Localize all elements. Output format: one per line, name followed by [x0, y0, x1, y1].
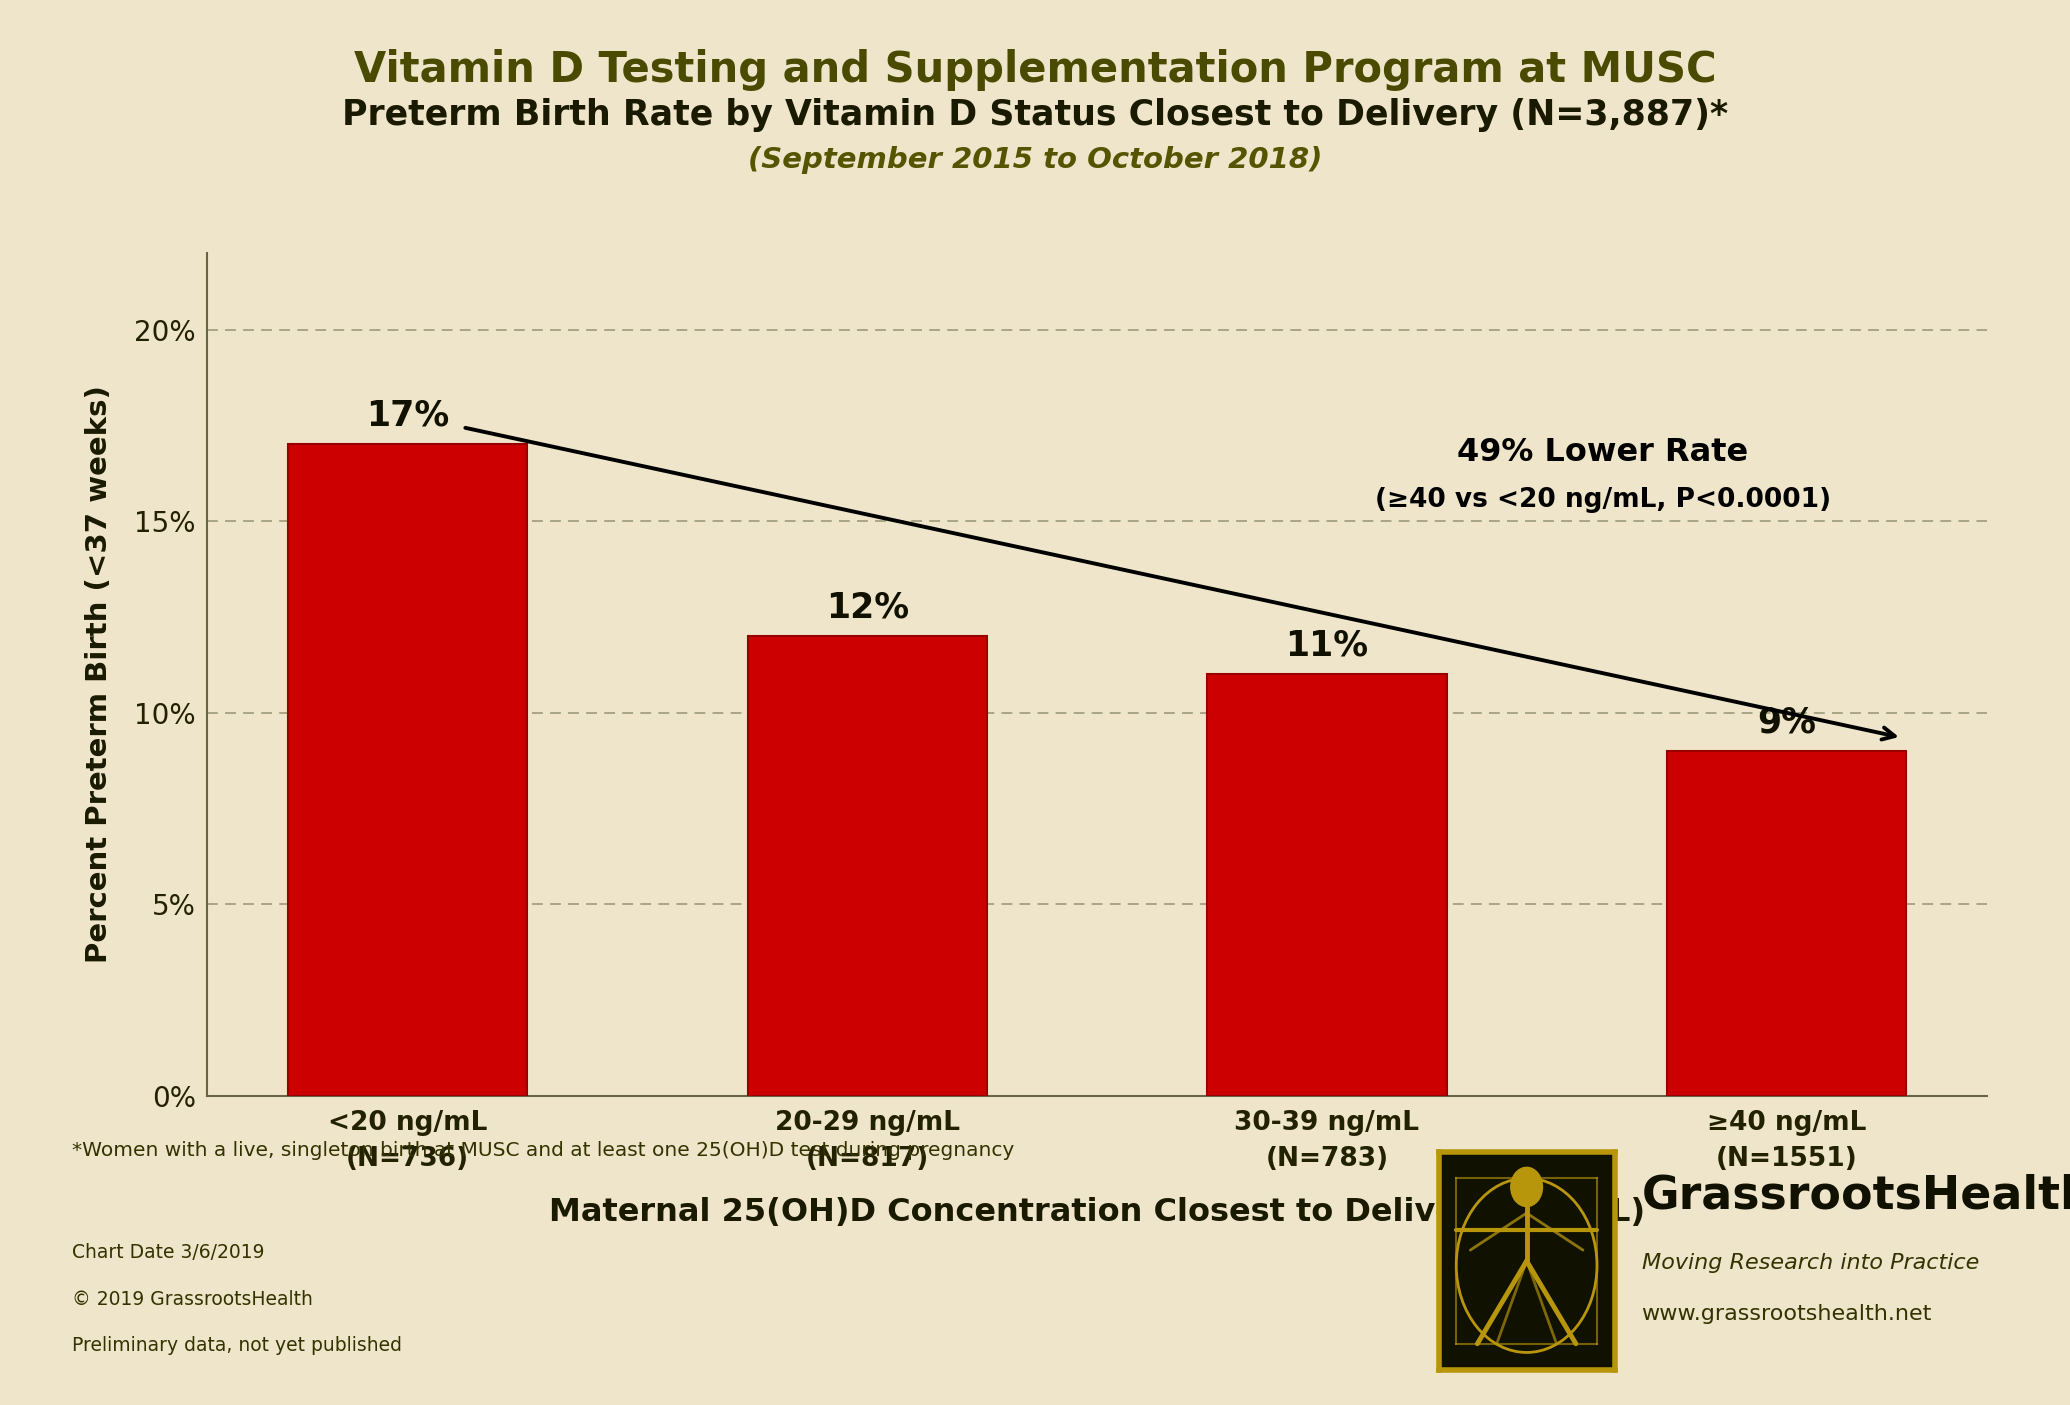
Text: Preliminary data, not yet published: Preliminary data, not yet published — [72, 1336, 402, 1356]
X-axis label: Maternal 25(OH)D Concentration Closest to Delivery (ng/mL): Maternal 25(OH)D Concentration Closest t… — [549, 1197, 1646, 1228]
Bar — [1666, 752, 1906, 1096]
Circle shape — [1511, 1168, 1542, 1207]
Text: Preterm Birth Rate by Vitamin D Status Closest to Delivery (N=3,887)*: Preterm Birth Rate by Vitamin D Status C… — [342, 98, 1728, 132]
Text: GrassrootsHealth: GrassrootsHealth — [1642, 1173, 2070, 1218]
Bar — [288, 444, 528, 1096]
Text: 9%: 9% — [1757, 705, 1815, 739]
Bar — [1207, 674, 1447, 1096]
Text: *Women with a live, singleton birth at MUSC and at least one 25(OH)D test during: *Women with a live, singleton birth at M… — [72, 1141, 1014, 1161]
Text: 12%: 12% — [826, 590, 909, 625]
Text: Moving Research into Practice: Moving Research into Practice — [1642, 1253, 1979, 1273]
Text: 11%: 11% — [1285, 629, 1368, 663]
Text: Vitamin D Testing and Supplementation Program at MUSC: Vitamin D Testing and Supplementation Pr… — [354, 49, 1716, 91]
Y-axis label: Percent Preterm Birth (<37 weeks): Percent Preterm Birth (<37 weeks) — [85, 385, 114, 964]
Text: 49% Lower Rate: 49% Lower Rate — [1457, 437, 1749, 468]
Text: 17%: 17% — [366, 399, 449, 433]
Text: (September 2015 to October 2018): (September 2015 to October 2018) — [747, 146, 1323, 174]
Bar — [747, 636, 987, 1096]
Text: © 2019 GrassrootsHealth: © 2019 GrassrootsHealth — [72, 1290, 313, 1309]
Text: (≥40 vs <20 ng/mL, P<0.0001): (≥40 vs <20 ng/mL, P<0.0001) — [1374, 488, 1830, 513]
Text: Chart Date 3/6/2019: Chart Date 3/6/2019 — [72, 1243, 265, 1263]
Text: www.grassrootshealth.net: www.grassrootshealth.net — [1642, 1304, 1931, 1324]
